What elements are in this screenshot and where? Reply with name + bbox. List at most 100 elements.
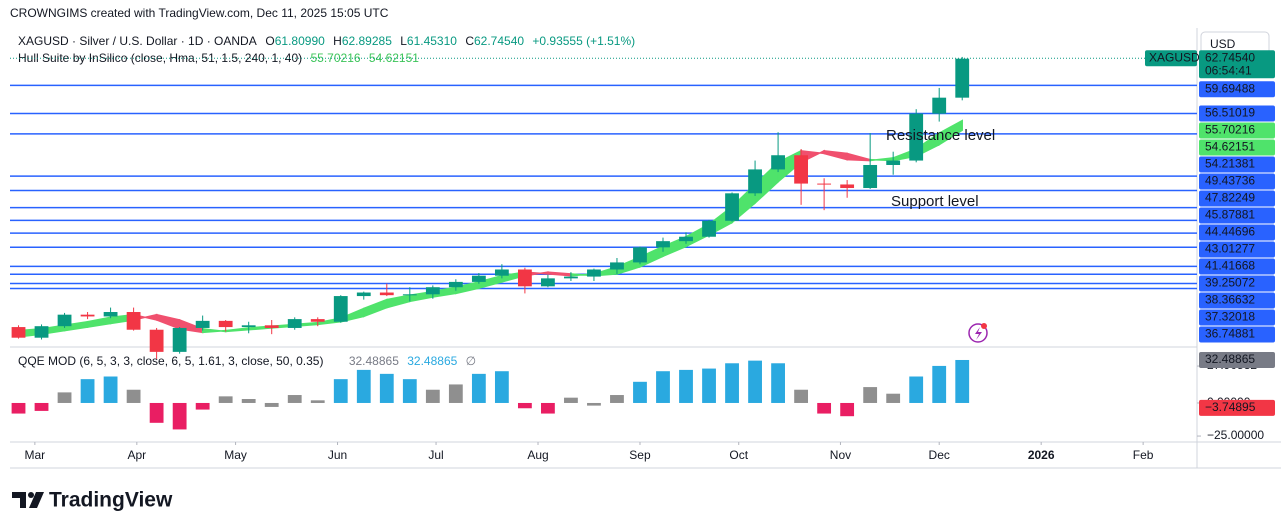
qqe-bar [241,398,256,403]
last-price-tag-bg [1199,50,1275,79]
alert-dot [981,323,987,329]
qqe-tag-bg [1199,399,1275,416]
price-tag-bg [1199,326,1275,343]
candle-body [725,193,739,221]
qqe-bar [172,402,187,430]
annotation: Support level [891,193,979,210]
qqe-bar [80,379,95,403]
candle-body [471,275,486,282]
price-tag: 55.70216 [1205,123,1255,137]
qqe-bar [57,392,72,403]
symbol-tag: XAGUSD [1149,50,1200,64]
ohlc-value: 61.45310 [407,34,457,48]
price-tag-bg [1199,309,1275,326]
candle-body [333,296,348,322]
qqe-bar [11,402,26,414]
qqe-bar [633,381,647,403]
hull-legend: Hull Suite by InSilico (close, Hma, 51, … [18,51,419,65]
price-tag-bg [1199,207,1275,224]
ohlc-value: 62.74540 [474,34,524,48]
candle-body [541,278,555,287]
price-tag: 59.69488 [1205,81,1255,95]
price-tag-bg [1199,275,1275,292]
x-tick-label: Aug [527,448,548,462]
price-tag-bg [1199,224,1275,241]
price-tag-bg [1199,139,1275,156]
price-tag: 54.62151 [1205,140,1255,154]
ohlc-label: L [400,34,407,48]
x-tick-label: Jun [328,448,347,462]
candle-body [748,169,762,194]
x-tick-label: May [224,448,247,462]
candle-body [149,329,164,352]
ohlc-value: 62.89285 [342,34,392,48]
qqe-bar [310,400,325,403]
qqe-bar [402,379,417,403]
countdown: 06:54:41 [1205,63,1252,77]
qqe-bar [425,389,440,403]
qqe-bar [287,395,302,403]
qqe-bar [517,402,532,409]
x-tick-label: Oct [729,448,748,462]
candle-body [80,314,95,317]
price-tag-bg [1199,105,1275,122]
qqe-bar [932,365,947,403]
x-tick-label: Feb [1133,448,1154,462]
qqe-tag-bg [1199,351,1275,368]
price-tag: 36.74881 [1205,327,1255,341]
candle-body [218,320,233,328]
qqe-bar [817,402,832,414]
price-tag-bg [1199,190,1275,207]
change: +0.93555 (+1.51%) [532,34,635,48]
qqe-bar [564,397,578,403]
candle-body [287,319,302,328]
candle-body [356,292,371,297]
candle-body [817,183,832,185]
candle-body [679,236,693,242]
qqe-bar [840,402,855,417]
x-tick-label: 2026 [1028,448,1055,462]
qqe-bar [333,379,348,403]
hull-band [938,119,963,146]
qqe-bar [748,360,762,403]
candle-body [103,312,118,317]
candle-body [955,58,970,98]
qqe-bar [448,384,463,403]
price-tag: 49.43736 [1205,174,1255,188]
qqe-bar [886,393,901,403]
brand: TradingView [49,489,173,512]
x-tick-label: Dec [929,448,950,462]
price-tag: 39.25072 [1205,276,1255,290]
qqe-value: 32.48865 [407,354,457,368]
x-tick-label: Mar [25,448,46,462]
price-tag-bg [1199,258,1275,275]
qqe-bar [356,369,371,403]
price-tag-bg [1199,156,1275,173]
qqe-value: 32.48865 [349,354,399,368]
price-tag-bg [1199,241,1275,258]
candle-body [909,113,924,161]
qqe-legend: QQE MOD (6, 5, 3, 3, close, 6, 5, 1.61, … [18,354,476,368]
candle-body [517,269,532,287]
qqe-bar [610,395,624,403]
logo-shape [12,492,26,508]
qqe-bar [471,373,486,403]
qqe-bar [103,376,118,403]
x-tick-label: Apr [127,448,146,462]
x-tick-label: Sep [629,448,651,462]
price-tag: 47.82249 [1205,191,1255,205]
price-tag: 45.87881 [1205,208,1255,222]
credit: CROWNGIMS created with TradingView.com, … [10,6,389,20]
symbol: XAGUSD · Silver / U.S. Dollar · 1D · OAN… [18,34,257,48]
y-tick-label: −25.00000 [1207,428,1264,442]
price-tag-bg [1199,81,1275,98]
ohlc-value: 61.80990 [275,34,325,48]
qqe-bar [195,402,210,410]
qqe-value: ∅ [466,354,476,368]
price-tag: 44.44696 [1205,225,1255,239]
candle-body [448,281,463,288]
price-tag: 41.41668 [1205,259,1255,273]
currency: USD [1210,37,1236,51]
